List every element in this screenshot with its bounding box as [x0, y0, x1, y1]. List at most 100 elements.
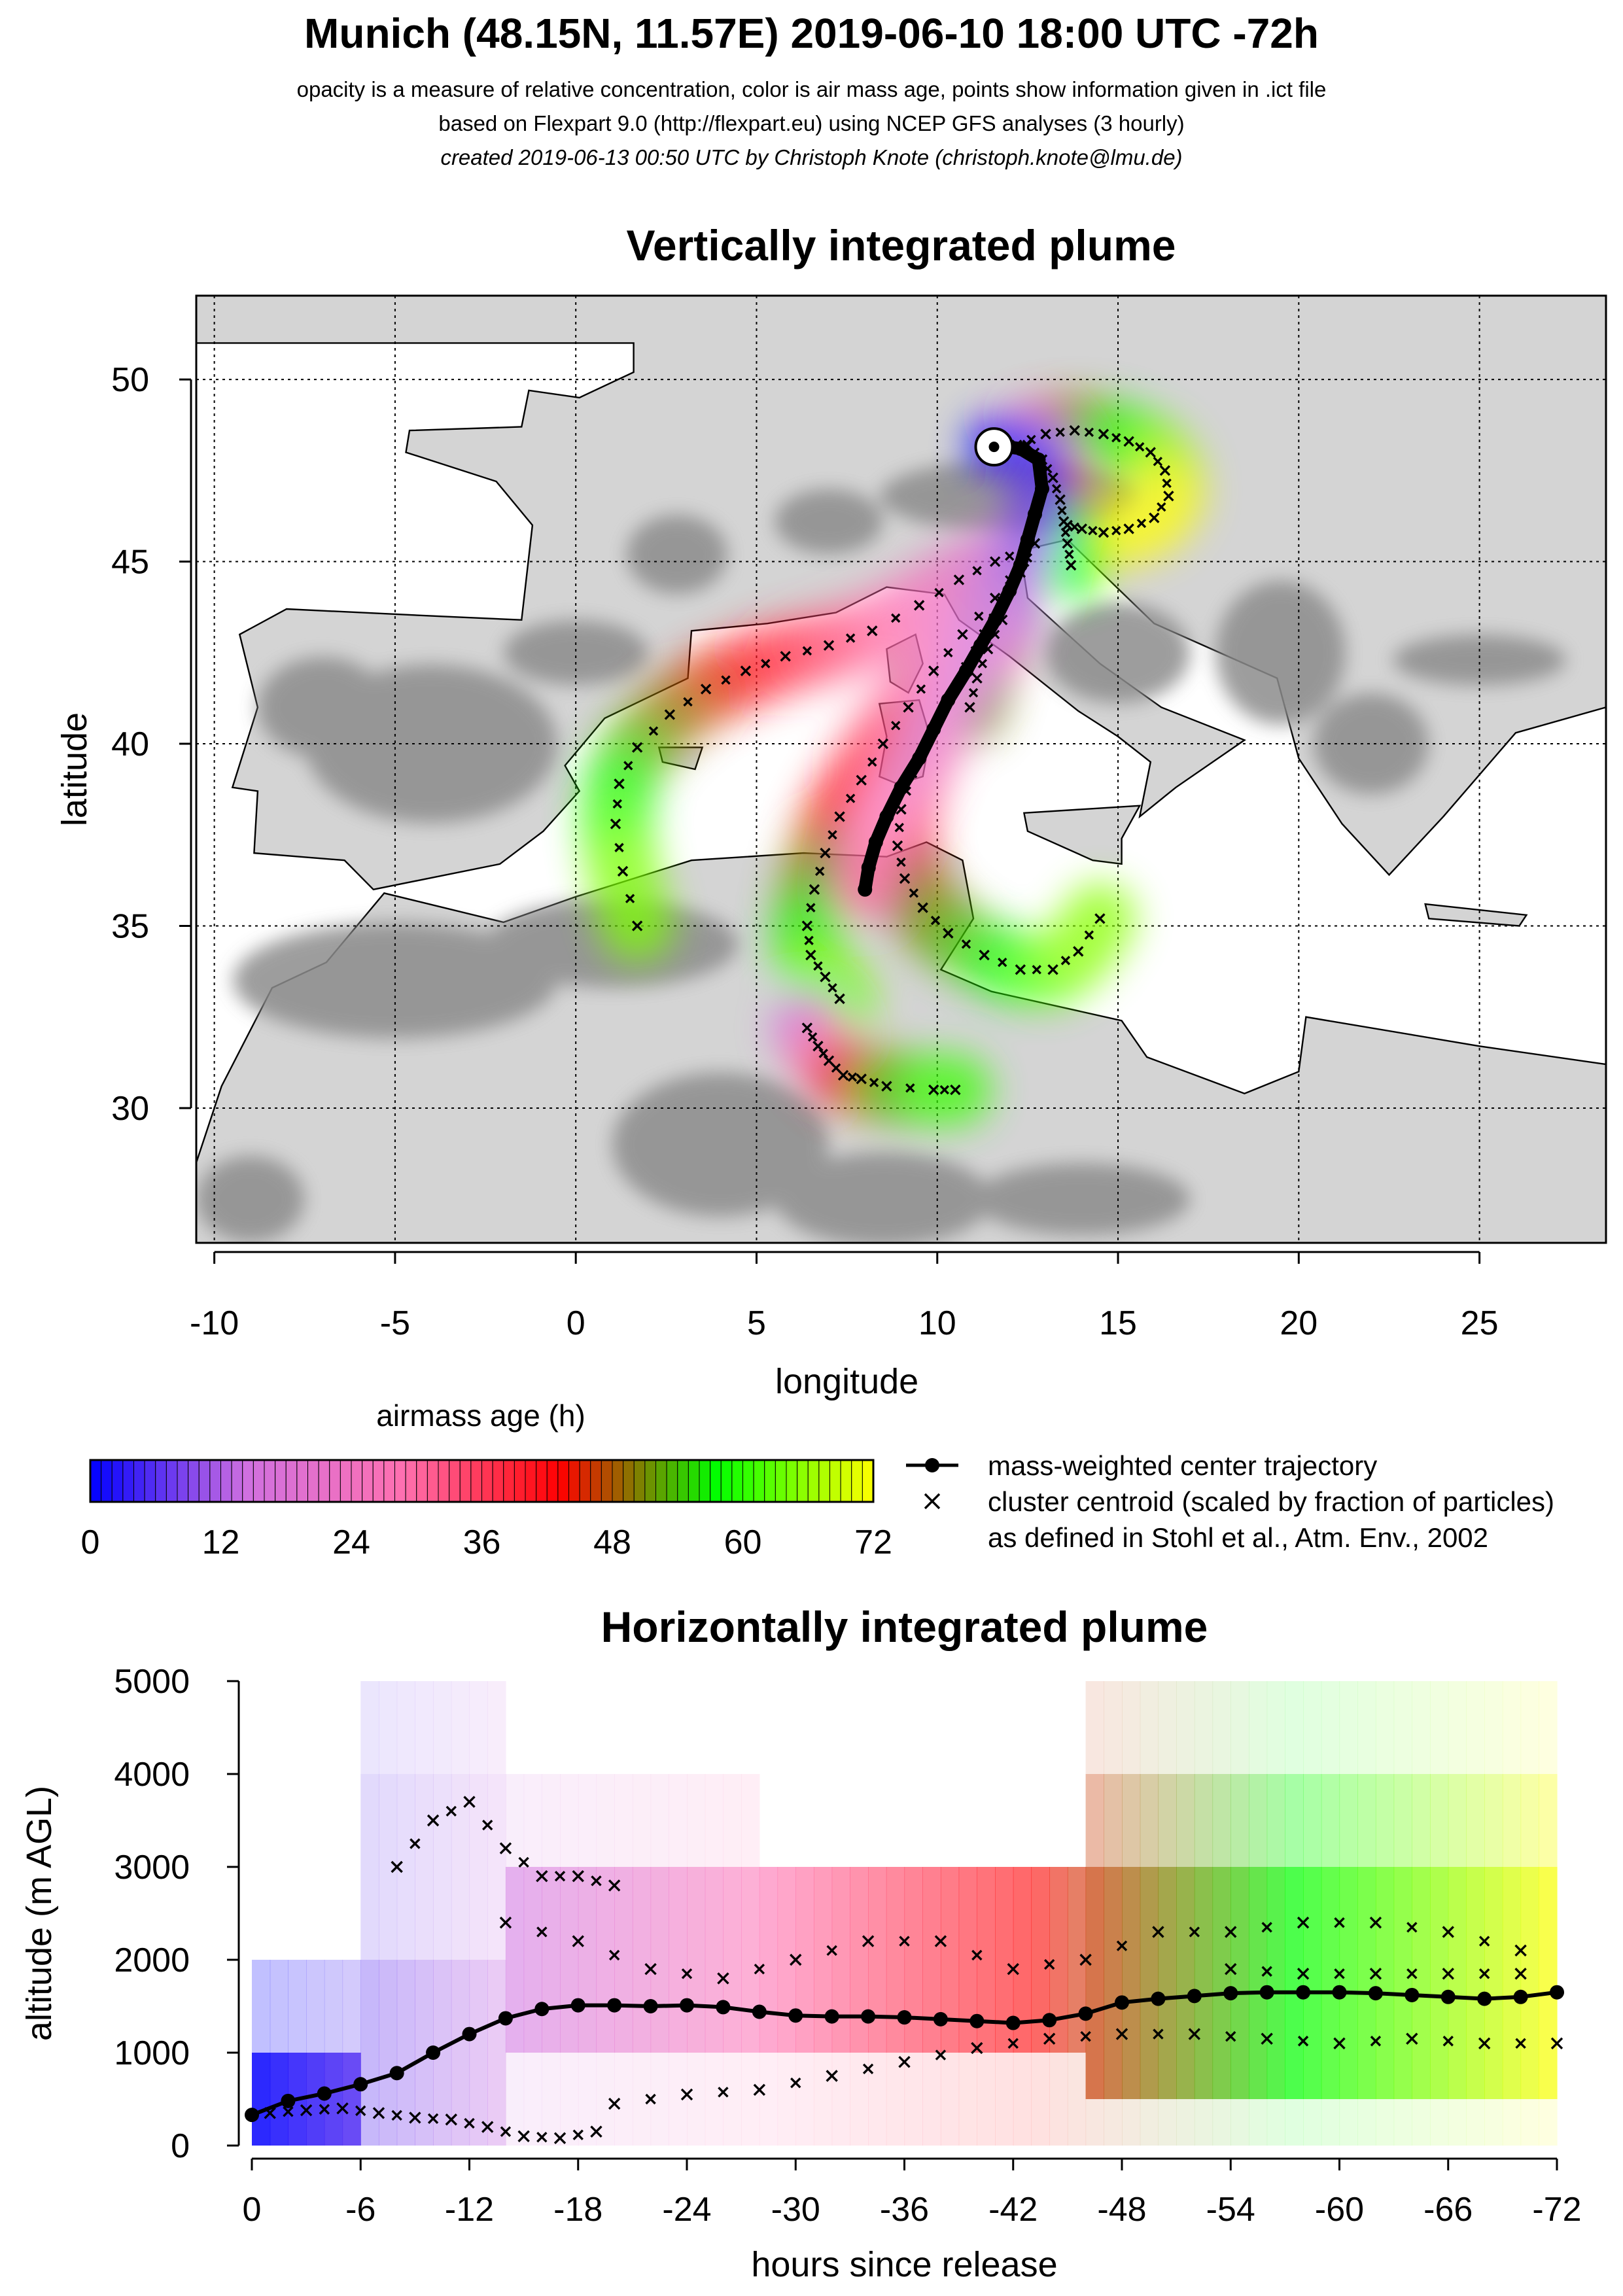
profile-center-point	[1078, 2006, 1093, 2021]
colorbar-swatch	[144, 1459, 156, 1503]
profile-cell	[252, 1960, 271, 2006]
profile-cell	[940, 2099, 960, 2146]
profile-cluster-marker	[1297, 2036, 1309, 2047]
profile-cell	[1194, 1774, 1213, 1867]
profile-cell	[940, 1960, 960, 2006]
cluster-centroid-marker	[837, 1070, 849, 1081]
profile-cell	[560, 2053, 579, 2099]
terrain-blob	[973, 1163, 1190, 1236]
cluster-centroid-marker	[809, 884, 820, 895]
profile-cell	[1339, 2099, 1358, 2146]
colorbar-swatch	[623, 1459, 635, 1503]
cluster-centroid-marker	[1073, 946, 1084, 957]
profile-center-point	[1223, 1986, 1238, 2001]
profile-cluster-marker	[1116, 1940, 1128, 1951]
profile-cluster-marker	[355, 2105, 366, 2116]
profile-cell	[813, 1867, 833, 1960]
colorbar-tick-label: 0	[81, 1523, 100, 1561]
profile-cluster-marker	[1478, 1936, 1490, 1947]
profile-cell	[542, 1960, 561, 2006]
profile-cell	[904, 2099, 923, 2146]
profile-cell	[1466, 2099, 1485, 2146]
cluster-centroid-marker	[891, 613, 901, 623]
profile-cluster-marker	[1369, 1916, 1382, 1929]
profile-cell	[705, 1867, 724, 1960]
profile-cell	[1013, 2053, 1032, 2099]
profile-cell	[1539, 1774, 1558, 1867]
profile-cell	[596, 1960, 615, 2006]
profile-cell	[723, 2099, 742, 2146]
colorbar-tick-label: 12	[202, 1523, 240, 1561]
profile-cell	[977, 2099, 996, 2146]
map-x-label: longitude	[775, 1362, 918, 1401]
colorbar-swatch	[329, 1459, 341, 1503]
cluster-centroid-marker	[1060, 956, 1071, 965]
cluster-centroid-marker	[828, 983, 837, 993]
profile-cell	[433, 2053, 452, 2099]
profile-cell	[1393, 2099, 1412, 2146]
profile-cell	[360, 2099, 379, 2146]
map-y-tick-label: 50	[111, 361, 149, 399]
profile-center-point	[680, 1998, 694, 2013]
colorbar-swatch	[383, 1459, 395, 1503]
center-trajectory-point	[879, 809, 894, 824]
cluster-centroid-marker	[1040, 428, 1051, 440]
profile-cell	[705, 2006, 724, 2053]
profile-cell	[813, 2099, 833, 2146]
profile-cell	[904, 1960, 923, 2006]
cluster-centroid-marker	[780, 651, 791, 662]
profile-cell	[1122, 1681, 1141, 1774]
profile-cluster-marker	[1550, 2037, 1563, 2050]
profile-y-label: altitude (m AGL)	[20, 1786, 59, 2041]
colorbar-swatch	[242, 1459, 254, 1503]
profile-cluster-marker	[1442, 1968, 1454, 1980]
colorbar-swatch	[764, 1459, 776, 1503]
cluster-centroid-marker	[648, 726, 659, 736]
profile-cell	[1266, 1681, 1285, 1774]
map-frame	[195, 294, 1607, 1244]
terrain-blob	[504, 620, 648, 686]
terrain-blob	[196, 1156, 305, 1243]
profile-cell	[306, 1960, 325, 2006]
profile-cluster-marker	[1515, 2038, 1526, 2049]
profile-center-point	[534, 2002, 550, 2017]
center-trajectory-point	[868, 835, 883, 850]
profile-cell	[1013, 1867, 1032, 1960]
map-y-tick-label: 30	[111, 1090, 149, 1128]
profile-cluster-marker	[1406, 1968, 1418, 1979]
profile-cell	[360, 1774, 379, 1867]
profile-cluster-marker	[554, 1870, 566, 1882]
profile-cluster-marker	[1442, 2036, 1454, 2047]
profile-center-point	[426, 2045, 441, 2060]
profile-cell	[1357, 1867, 1376, 1960]
profile-cell	[1539, 1867, 1558, 1960]
profile-cell	[1266, 1867, 1285, 1960]
colorbar-swatch	[514, 1459, 526, 1503]
profile-cell	[1339, 1867, 1358, 1960]
cluster-centroid-marker	[1051, 483, 1062, 494]
colorbar-swatch	[525, 1459, 537, 1503]
profile-x-tick-label: -36	[880, 2191, 929, 2229]
profile-cell	[1104, 2006, 1123, 2053]
profile-cell	[1520, 1867, 1539, 1960]
legend-cluster-label: cluster centroid (scaled by fraction of …	[988, 1486, 1554, 1517]
profile-cell	[469, 1681, 488, 1774]
profile-cell	[1357, 2099, 1376, 2146]
cluster-centroid-marker	[877, 738, 889, 750]
cluster-centroid-marker	[891, 720, 901, 731]
profile-cell	[1067, 1867, 1087, 1960]
profile-cell	[1230, 2099, 1249, 2146]
profile-cluster-marker	[1297, 1968, 1310, 1980]
profile-cell	[795, 1867, 814, 1960]
profile-cell	[977, 1867, 996, 1960]
profile-x-tick-label: -6	[345, 2191, 375, 2229]
cluster-centroid-marker	[1123, 523, 1134, 534]
profile-cluster-marker	[1225, 1926, 1237, 1938]
cluster-centroid-marker	[1084, 930, 1094, 940]
profile-cluster-marker	[372, 2107, 385, 2119]
profile-cell	[433, 1960, 452, 2006]
colorbar-swatch	[111, 1459, 124, 1503]
profile-x-tick-label: -66	[1423, 2191, 1473, 2229]
profile-center-point	[389, 2066, 404, 2081]
profile-cluster-marker	[1225, 2030, 1236, 2042]
